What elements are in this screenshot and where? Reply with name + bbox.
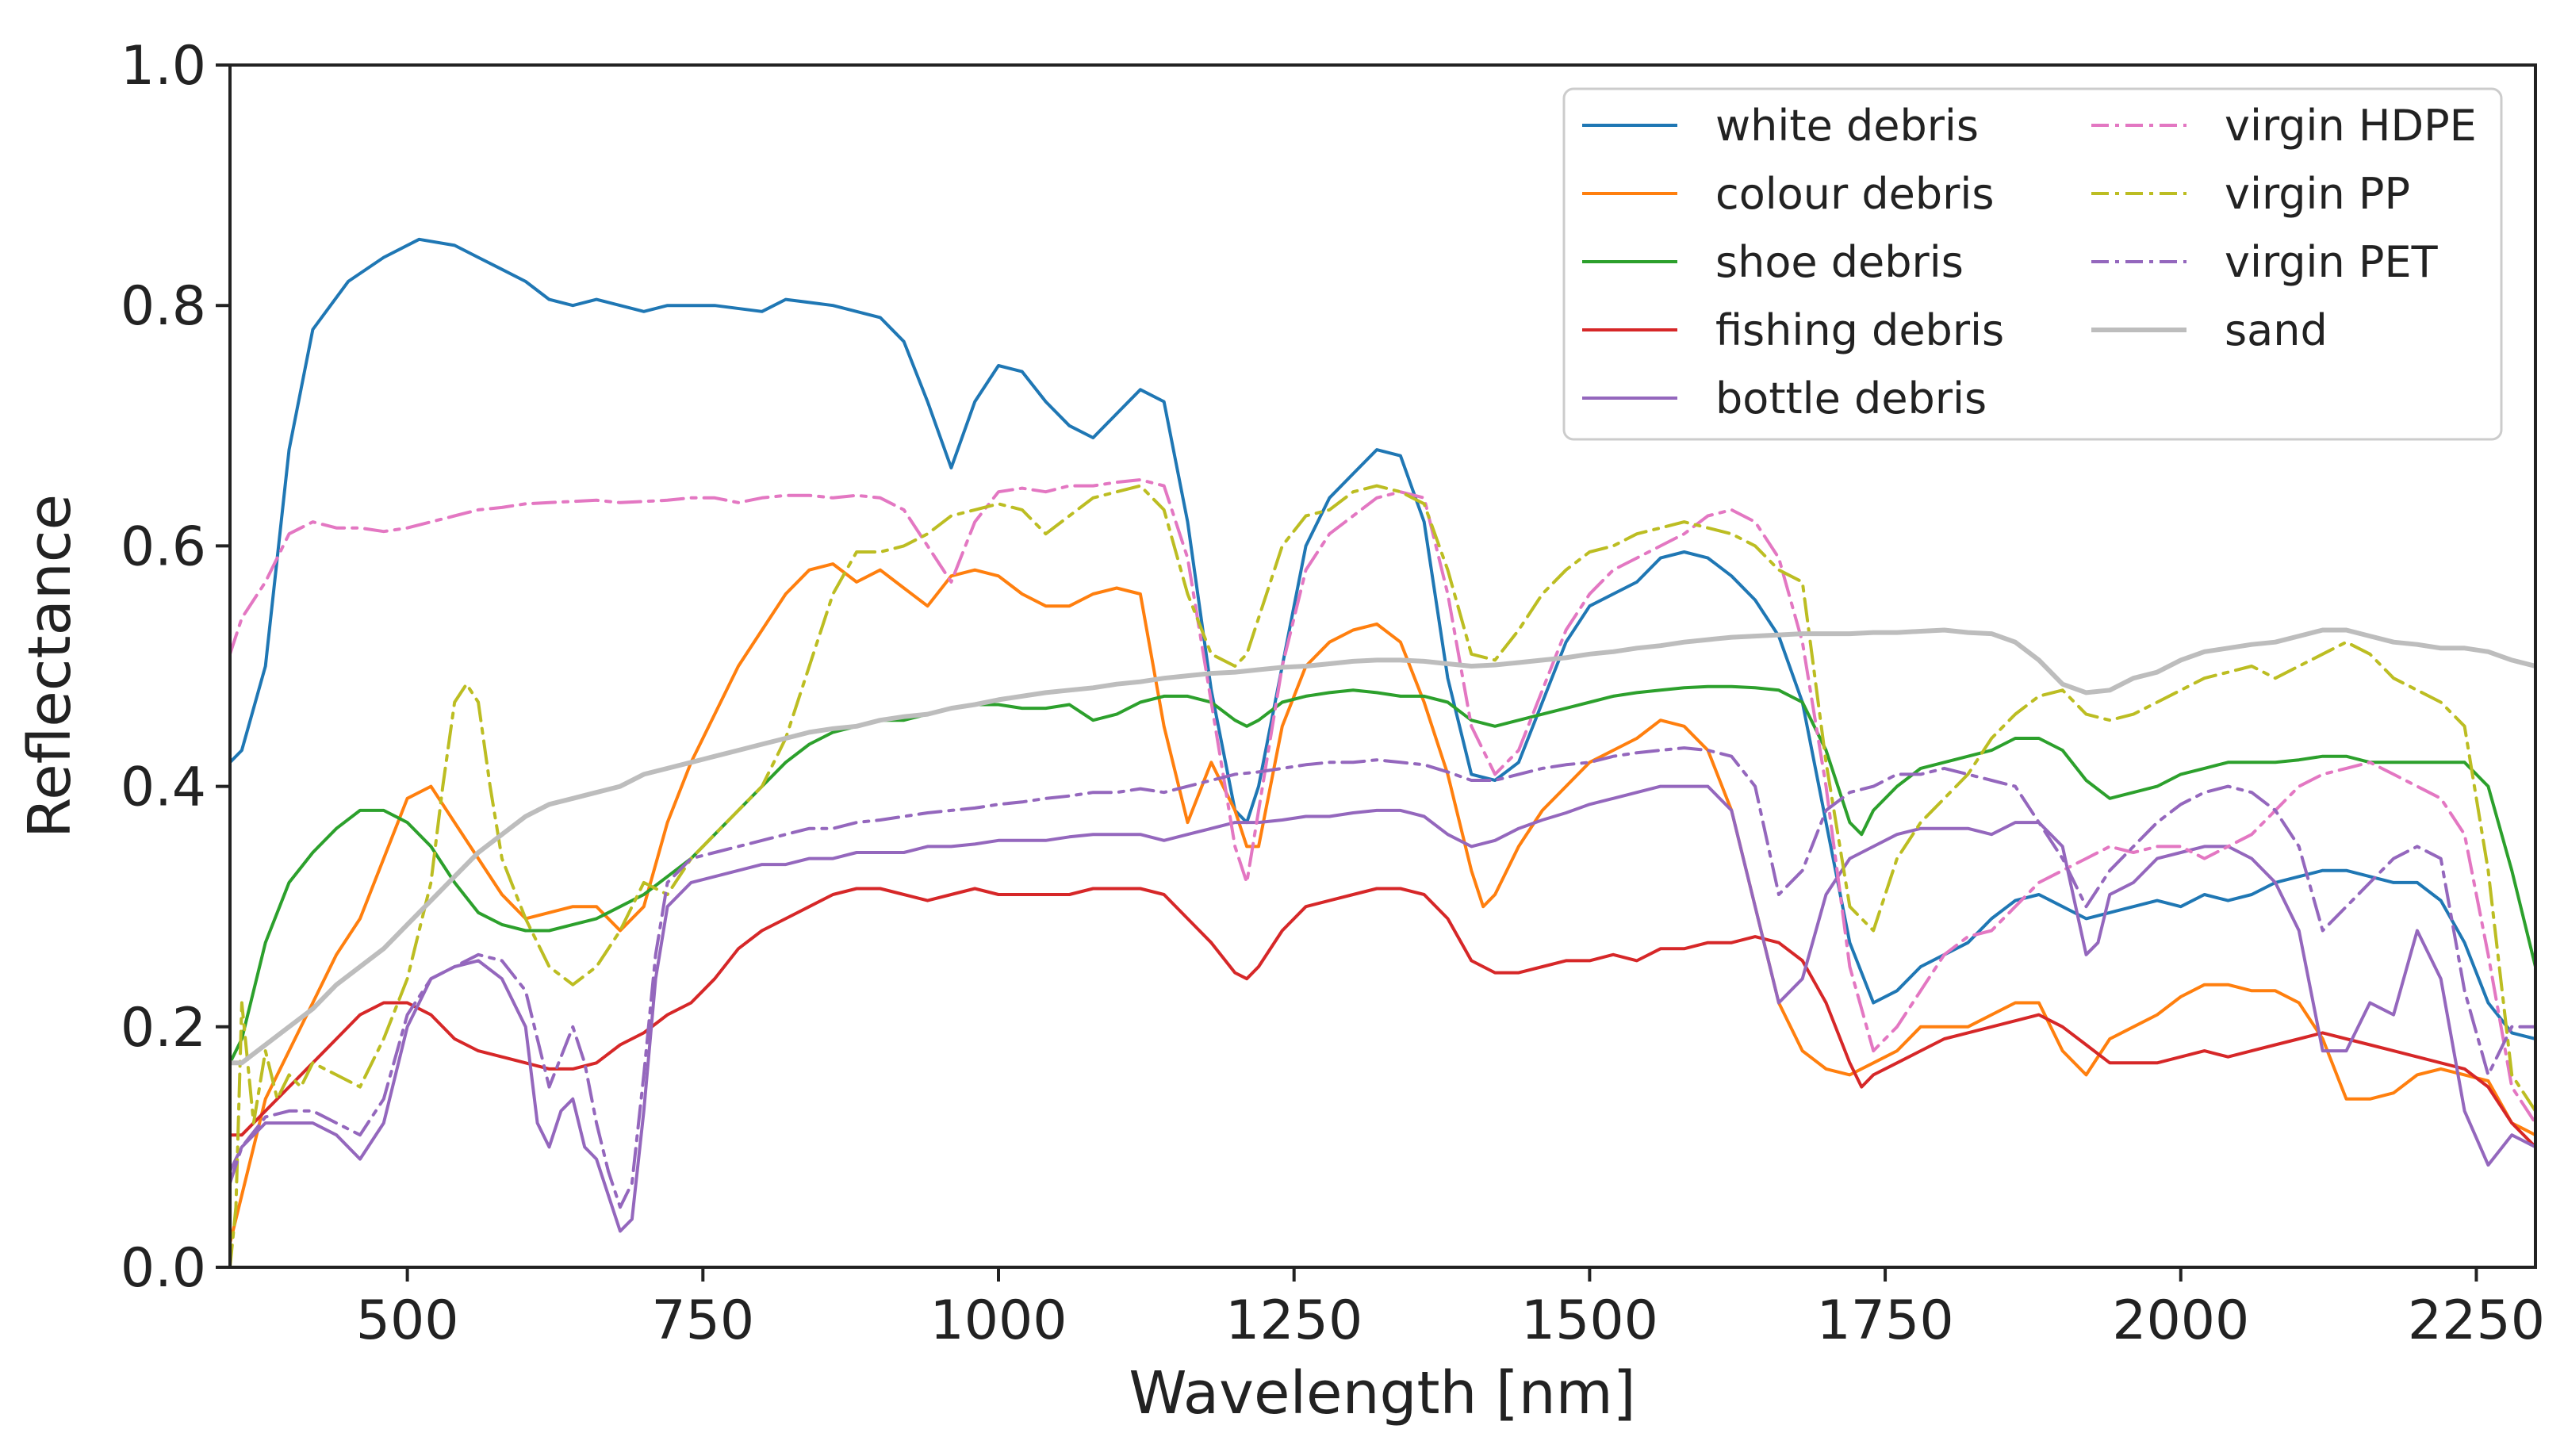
legend: white debris colour debris shoe debris fish… [1562,87,2503,441]
series-layer [230,237,2535,1267]
y-tick-label: 0.0 [121,1237,206,1300]
legend-label-virgin-pet: virgin PET [2225,237,2439,287]
legend-label-virgin-hdpe: virgin HDPE [2225,101,2477,151]
legend-label-bottle-debris: bottle debris [1715,374,1987,423]
y-tick-label: 0.4 [121,757,206,819]
y-tick-label: 0.2 [121,997,206,1059]
legend-label-colour-debris: colour debris [1715,169,1994,219]
plot-frame [228,63,2537,1269]
x-tick-label: 1000 [929,1289,1067,1352]
series-line-bottle-debris [230,784,2535,1233]
legend-label-sand: sand [2225,305,2328,355]
legend-label-shoe-debris: shoe debris [1715,237,1964,287]
y-axis-title: Reflectance [16,494,84,838]
x-tick-label: 2000 [2112,1289,2249,1352]
x-tick-label: 1750 [1817,1289,1954,1352]
series-line-shoe-debris [230,684,2535,1065]
series-line-sand [230,627,2535,1066]
legend-label-virgin-pp: virgin PP [2225,169,2410,219]
series-line-fishing-debris [230,887,2535,1149]
x-tick-label: 2250 [2408,1289,2545,1352]
x-tick-label: 500 [356,1289,459,1352]
ticks-layer: 500 750 1000 1250 1500 1750 2000 2250 0.0 0.2 0.4 0… [121,35,2545,1352]
y-tick-label: 0.8 [121,275,206,338]
series-line-virgin-hdpe [230,478,2535,1125]
legend-box [1562,87,2503,441]
series-line-white-debris [230,237,2535,1040]
series-line-colour-debris [230,562,2535,1245]
legend-label-fishing-debris: fishing debris [1715,305,2004,355]
series-line-virgin-pet [230,746,2535,1209]
series-line-virgin-pp [230,484,2535,1267]
x-axis-title: Wavelength [nm] [1129,1359,1635,1427]
legend-label-white-debris: white debris [1715,101,1979,151]
x-tick-label: 1500 [1521,1289,1658,1352]
y-tick-label: 0.6 [121,515,206,578]
x-tick-label: 1250 [1225,1289,1362,1352]
y-tick-label: 1.0 [121,35,206,98]
x-tick-label: 750 [651,1289,754,1352]
